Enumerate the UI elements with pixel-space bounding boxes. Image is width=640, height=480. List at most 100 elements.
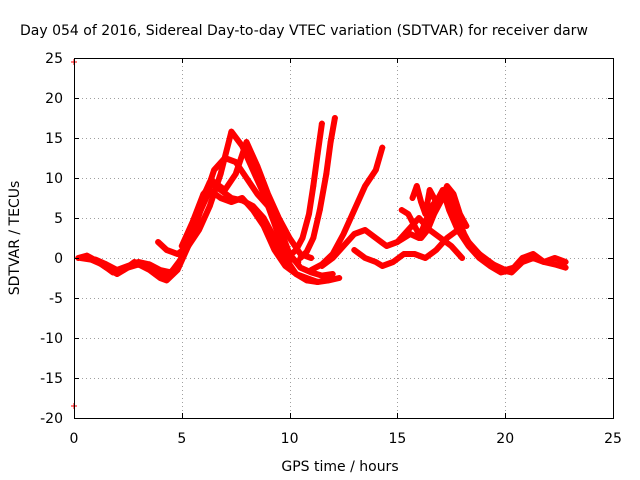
data-point [217, 195, 224, 201]
data-point [211, 167, 218, 173]
data-point [146, 261, 153, 268]
data-point [293, 247, 300, 253]
data-point [265, 191, 271, 197]
y-tick-label: 25 [45, 51, 63, 67]
data-point [562, 264, 569, 271]
data-point [441, 187, 448, 193]
data-point [444, 235, 450, 241]
data-point [200, 191, 207, 197]
data-point [286, 235, 293, 241]
series-pass-12 [398, 183, 470, 241]
y-tick-label: -15 [40, 371, 63, 387]
y-tick-label: 5 [54, 211, 63, 227]
series-line [92, 155, 336, 279]
series-line [286, 120, 325, 259]
data-point [485, 259, 491, 265]
data-point [502, 267, 509, 273]
data-point [103, 261, 110, 268]
y-tick-label: 20 [45, 91, 63, 107]
data-point [217, 171, 224, 177]
x-tick-label: 0 [70, 431, 79, 447]
data-point [422, 255, 429, 261]
data-point [362, 255, 369, 261]
data-point [308, 267, 315, 273]
data-point [228, 195, 235, 201]
data-point [163, 247, 170, 253]
data-point [351, 231, 358, 237]
data-point [431, 211, 438, 217]
data-point [271, 247, 278, 253]
data-point [416, 215, 422, 221]
data-point [211, 179, 218, 185]
data-point [325, 277, 332, 284]
data-point [318, 263, 325, 269]
data-point [379, 263, 386, 269]
data-point [541, 259, 547, 265]
data-point [409, 195, 416, 201]
data-point [196, 227, 202, 233]
data-point [157, 267, 164, 273]
data-point [413, 183, 420, 189]
data-point [178, 255, 185, 261]
data-point [463, 223, 470, 229]
data-point [124, 263, 131, 269]
data-point [155, 239, 162, 245]
plot-frame [74, 58, 614, 419]
data-point [92, 256, 99, 263]
data-point [189, 219, 196, 225]
data-point [450, 191, 457, 197]
data-point [459, 255, 466, 261]
series-pass-7 [297, 115, 338, 261]
data-point [303, 248, 310, 255]
data-point [221, 187, 228, 193]
data-point [551, 261, 558, 268]
data-point [394, 239, 401, 245]
data-point [351, 207, 358, 213]
x-tick-label: 20 [496, 431, 514, 447]
y-tick-label: 0 [54, 251, 63, 267]
series-pass-13 [394, 187, 517, 273]
data-point [400, 235, 407, 241]
data-point [530, 255, 537, 261]
data-point [351, 247, 358, 253]
data-point [269, 215, 276, 221]
data-point [383, 243, 390, 249]
data-point [178, 243, 185, 249]
data-point [405, 211, 412, 217]
data-point [243, 175, 250, 181]
data-point [318, 120, 325, 127]
data-point [435, 195, 442, 201]
data-point [249, 167, 256, 173]
data-point [400, 251, 407, 257]
data-point [310, 183, 317, 189]
data-point [562, 259, 569, 265]
data-point [416, 235, 422, 241]
data-point [519, 259, 526, 265]
data-point [336, 275, 343, 281]
y-axis-label: SDTVAR / TECUs [7, 181, 23, 296]
data-point [308, 255, 315, 261]
x-axis-label: GPS time / hours [281, 459, 398, 475]
data-point [239, 197, 246, 204]
data-point [398, 207, 405, 213]
data-point [329, 271, 336, 277]
data-point [314, 279, 321, 285]
data-point [362, 183, 369, 189]
x-tick-label: 25 [604, 431, 622, 447]
data-point [448, 199, 455, 205]
y-tick-label: 15 [45, 131, 63, 147]
data-point [278, 239, 284, 245]
data-point [297, 264, 304, 271]
data-point [446, 207, 453, 213]
data-point [232, 171, 239, 177]
data-point [135, 259, 142, 265]
data-point [206, 203, 213, 209]
data-point [426, 187, 433, 193]
data-point [314, 151, 321, 157]
chart-title: Day 054 of 2016, Sidereal Day-to-day VTE… [20, 23, 588, 39]
data-point [372, 235, 379, 241]
data-point [114, 267, 121, 273]
data-point [297, 255, 304, 261]
y-tick-label: -10 [40, 331, 63, 347]
data-point [362, 227, 369, 233]
